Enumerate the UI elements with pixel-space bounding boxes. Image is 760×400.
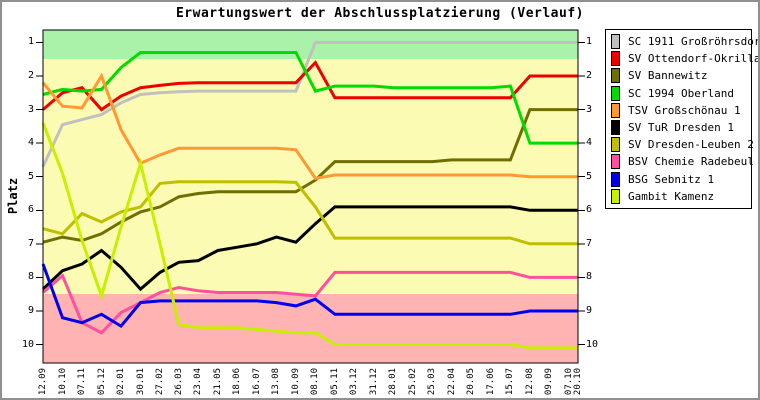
legend-color-swatch: [611, 137, 620, 153]
legend-label: BSG Sebnitz 1: [628, 172, 715, 186]
legend-item-0: SC 1911 Großröhrsdorf: [611, 33, 758, 50]
series-line-1: [42, 60, 578, 112]
x-tick-label: 02.01: [116, 368, 126, 396]
y-tick-label-left: 4: [27, 137, 34, 149]
x-tick-label: 10.10: [57, 368, 68, 396]
y-tick-label-left: 10: [21, 338, 34, 350]
legend-item-9: Gambit Kamenz: [611, 188, 751, 205]
x-tick-label: 21.05: [212, 368, 223, 396]
x-tick-label: 31.12: [368, 368, 379, 396]
chart-title: Erwartungswert der Abschlussplatzierung …: [175, 6, 584, 21]
y-tick-label-right: 4: [586, 137, 593, 149]
x-tick-label: 27.02: [155, 368, 165, 396]
y-tick-label-right: 7: [586, 237, 593, 249]
y-tick-label-right: 8: [586, 271, 593, 283]
legend-label: SV Dresden-Leuben 2: [628, 138, 754, 152]
x-tick-label: 20.05: [466, 368, 477, 396]
x-tick-label: 12.08: [524, 368, 535, 396]
legend-color-swatch: [611, 51, 620, 67]
series-line-9: [41, 122, 578, 350]
series-line-8: [41, 263, 578, 329]
y-tick-label-left: 2: [27, 70, 34, 81]
legend-item-4: TSV Großschönau 1: [611, 102, 751, 119]
legend-label: SV TuR Dresden 1: [628, 121, 734, 135]
x-tick-label: 08.10: [310, 368, 321, 396]
x-tick-label: 28.01: [388, 368, 399, 396]
legend-item-3: SC 1994 Oberland: [611, 85, 751, 102]
x-tick-label: 05.11: [329, 368, 340, 396]
legend-label: SV Ottendorf-Okrilla: [628, 52, 760, 66]
legend-item-7: BSV Chemie Radebeul 1: [611, 153, 758, 170]
series-line-0: [41, 40, 578, 168]
x-tick-label: 22.04: [446, 368, 457, 396]
x-tick-label: 10.09: [290, 368, 301, 396]
x-tick-label: 17.06: [485, 368, 496, 396]
legend-color-swatch: [611, 120, 620, 136]
x-tick-label: 30.01: [135, 368, 146, 396]
legend-color-swatch: [611, 34, 620, 50]
x-tick-label: 20.10: [573, 368, 583, 396]
y-tick-label-left: 3: [27, 103, 34, 115]
y-tick-label-right: 5: [586, 170, 593, 182]
x-tick-label: 23.04: [193, 368, 204, 396]
y-tick-label-right: 9: [586, 305, 593, 316]
y-tick-label-right: 3: [586, 103, 593, 115]
legend: SC 1911 Großröhrsdorf SV Ottendorf-Okrill…: [605, 29, 758, 209]
x-tick-label: 07.11: [77, 368, 87, 396]
series-line-4: [41, 72, 578, 181]
legend-item-1: SV Ottendorf-Okrilla: [611, 50, 758, 67]
legend-item-2: SV Bannewitz: [611, 67, 751, 84]
legend-item-5: SV TuR Dresden 1: [611, 119, 751, 136]
series-line-6: [42, 180, 578, 246]
x-tick-label: 26.03: [173, 368, 184, 396]
series-line-7: [42, 270, 578, 335]
x-tick-label: 12.09: [38, 368, 48, 396]
x-tick-label: 25.03: [427, 368, 438, 396]
series-line-5: [41, 205, 578, 292]
series-line-3: [42, 51, 578, 145]
x-tick-label: 03.12: [349, 368, 360, 396]
y-tick-label-left: 5: [27, 170, 34, 182]
legend-label: TSV Großschönau 1: [628, 103, 741, 117]
y-tick-label-right: 1: [586, 36, 593, 48]
legend-color-swatch: [611, 102, 620, 118]
legend-color-swatch: [611, 68, 620, 84]
band-relegation-zone: [43, 294, 578, 363]
legend-label: BSV Chemie Radebeul 1: [628, 155, 760, 169]
x-tick-label: 15.07: [505, 368, 516, 396]
legend-item-8: BSG Sebnitz 1: [611, 171, 751, 188]
y-tick-label-left: 7: [27, 237, 34, 249]
y-tick-label-left: 6: [27, 204, 34, 216]
x-tick-label: 05.12: [96, 368, 107, 396]
legend-item-6: SV Dresden-Leuben 2: [611, 136, 754, 153]
legend-color-swatch: [611, 188, 620, 204]
legend-label: SV Bannewitz: [628, 69, 708, 83]
series-line-2: [42, 108, 578, 244]
x-tick-label: 09.09: [544, 368, 555, 396]
legend-color-swatch: [611, 171, 620, 187]
x-tick-label: 16.07: [251, 368, 262, 396]
legend-color-swatch: [611, 85, 620, 101]
x-tick-label: 13.08: [271, 368, 282, 396]
legend-label: SC 1994 Oberland: [628, 86, 734, 100]
y-tick-label-left: 9: [27, 305, 34, 316]
y-tick-label-right: 2: [586, 70, 593, 81]
legend-color-swatch: [611, 154, 620, 170]
legend-label: SC 1911 Großröhrsdorf: [628, 35, 760, 49]
x-tick-label: 25.02: [407, 368, 418, 396]
plot-border: [42, 29, 579, 364]
legend-label: Gambit Kamenz: [628, 189, 715, 203]
y-tick-label-right: 6: [586, 204, 593, 216]
y-tick-label-right: 10: [586, 338, 599, 350]
y-tick-label-left: 1: [27, 36, 34, 48]
y-axis-title: Platz: [6, 177, 20, 215]
y-tick-label-left: 8: [27, 271, 34, 283]
x-tick-label: 18.06: [232, 368, 243, 396]
